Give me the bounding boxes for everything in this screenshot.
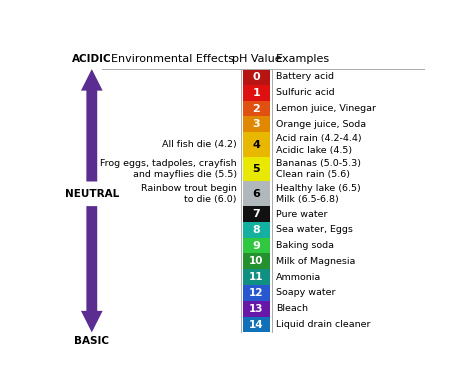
Text: Bananas (5.0-5.3)
Clean rain (5.6): Bananas (5.0-5.3) Clean rain (5.6) [276, 159, 361, 179]
Bar [243, 285, 270, 301]
Text: BASIC: BASIC [74, 336, 109, 346]
Text: 3: 3 [253, 119, 260, 129]
Bar [243, 301, 270, 317]
Text: Ammonia: Ammonia [276, 273, 321, 282]
Text: Liquid drain cleaner: Liquid drain cleaner [276, 320, 371, 329]
Text: 0: 0 [253, 72, 260, 82]
Text: Environmental Effects: Environmental Effects [111, 54, 234, 64]
Bar [243, 116, 270, 132]
Text: 13: 13 [249, 304, 264, 314]
Bar [243, 254, 270, 269]
Text: Pure water: Pure water [276, 210, 328, 219]
Text: 2: 2 [253, 103, 260, 113]
Polygon shape [81, 69, 103, 182]
Bar [243, 269, 270, 285]
Bar [243, 222, 270, 238]
Text: Soapy water: Soapy water [276, 288, 336, 298]
Text: 5: 5 [253, 164, 260, 174]
Bar [243, 238, 270, 254]
Text: Sea water, Eggs: Sea water, Eggs [276, 225, 353, 234]
Bar [243, 69, 270, 85]
Bar [243, 182, 270, 206]
Text: Milk of Magnesia: Milk of Magnesia [276, 257, 356, 266]
Text: NEUTRAL: NEUTRAL [64, 189, 119, 199]
Text: Acid rain (4.2-4.4)
Acidic lake (4.5): Acid rain (4.2-4.4) Acidic lake (4.5) [276, 134, 362, 155]
Text: Orange juice, Soda: Orange juice, Soda [276, 120, 366, 129]
Text: Battery acid: Battery acid [276, 72, 334, 82]
Text: Baking soda: Baking soda [276, 241, 334, 250]
Text: Healthy lake (6.5)
Milk (6.5-6.8): Healthy lake (6.5) Milk (6.5-6.8) [276, 183, 361, 204]
Text: 10: 10 [249, 256, 264, 266]
Text: 1: 1 [253, 88, 260, 98]
Bar [243, 206, 270, 222]
Text: ACIDIC: ACIDIC [72, 54, 111, 64]
Text: 12: 12 [249, 288, 264, 298]
Text: Frog eggs, tadpoles, crayfish
and mayflies die (5.5): Frog eggs, tadpoles, crayfish and mayfli… [100, 159, 237, 179]
Bar [243, 132, 270, 157]
Bar [243, 85, 270, 101]
Text: 7: 7 [253, 209, 260, 219]
Bar [243, 317, 270, 332]
Text: 11: 11 [249, 272, 264, 282]
Text: 6: 6 [253, 189, 260, 199]
Polygon shape [81, 206, 103, 332]
Bar [243, 101, 270, 116]
Text: All fish die (4.2): All fish die (4.2) [162, 140, 237, 149]
Bar [243, 157, 270, 182]
Text: 9: 9 [253, 241, 260, 250]
Text: Sulfuric acid: Sulfuric acid [276, 88, 335, 97]
Text: 4: 4 [253, 139, 260, 149]
Text: 8: 8 [253, 225, 260, 235]
Text: Lemon juice, Vinegar: Lemon juice, Vinegar [276, 104, 376, 113]
Text: 14: 14 [249, 319, 264, 329]
Text: Rainbow trout begin
to die (6.0): Rainbow trout begin to die (6.0) [141, 183, 237, 204]
Text: pH Value: pH Value [232, 54, 281, 64]
Text: Examples: Examples [276, 54, 330, 64]
Text: Bleach: Bleach [276, 304, 308, 313]
